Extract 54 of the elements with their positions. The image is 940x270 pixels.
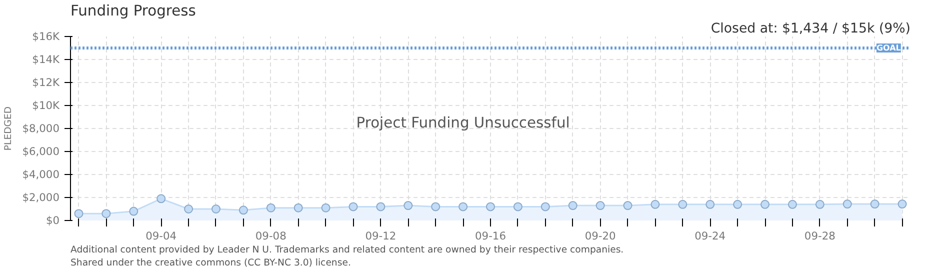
point (898, 200, 907, 208)
x-tick-label: 09-08 (255, 230, 287, 242)
point (596, 201, 605, 210)
text: Additional content provided by Leader N U. Trademarks and related content are owned by their respective companies. (70, 244, 624, 256)
point (294, 203, 303, 212)
x-tick-label: 09-28 (804, 230, 836, 242)
point (513, 202, 522, 212)
y-tick-label: $12K (32, 76, 61, 89)
point (760, 200, 770, 209)
y-tick-label: $8,000 (22, 122, 60, 135)
point (623, 201, 632, 210)
x-tick-label: 09-16 (475, 230, 506, 242)
x-tick-label: 09-12 (365, 230, 396, 242)
annotation: Closed at: $1,434 / $15k (9%) (710, 22, 911, 36)
point (404, 201, 413, 210)
y-tick-label: $0 (46, 214, 60, 227)
point (788, 200, 797, 209)
point (540, 202, 550, 212)
point (211, 204, 220, 214)
x-tick-label: 09-04 (146, 230, 177, 242)
point (156, 194, 166, 204)
y-tick-label: $16K (32, 30, 61, 43)
point (458, 202, 468, 212)
point (431, 202, 440, 212)
point (376, 202, 386, 212)
x-tick-label: 09-20 (584, 230, 616, 242)
point (733, 200, 742, 209)
point (568, 201, 578, 210)
point (706, 200, 715, 209)
chart-title: Funding Progress (70, 2, 196, 20)
y-axis-title: PLEDGED (3, 106, 14, 151)
point (129, 206, 138, 216)
text: Shared under the creative commons (CC BY-NC 3.0) license. (70, 258, 351, 268)
point (486, 202, 495, 212)
point (184, 204, 194, 214)
y-tick-label: $6,000 (22, 145, 60, 158)
y-tick-label: $4,000 (22, 168, 60, 181)
point (348, 202, 358, 212)
y-tick-label: $14K (32, 53, 61, 66)
point (815, 200, 824, 209)
x-tick-label: 09-24 (694, 230, 726, 242)
point (102, 209, 111, 218)
point (650, 200, 660, 209)
point (842, 200, 852, 208)
point (266, 203, 276, 212)
annotation: Project Funding Unsuccessful (356, 114, 570, 132)
point (870, 200, 880, 208)
y-tick-label: $10K (32, 99, 61, 112)
point (321, 203, 330, 212)
y-tick-label: $2,000 (22, 191, 60, 204)
point (678, 200, 688, 209)
point (238, 206, 248, 215)
ref-line-label: GOAL (876, 44, 901, 52)
point (74, 209, 84, 218)
